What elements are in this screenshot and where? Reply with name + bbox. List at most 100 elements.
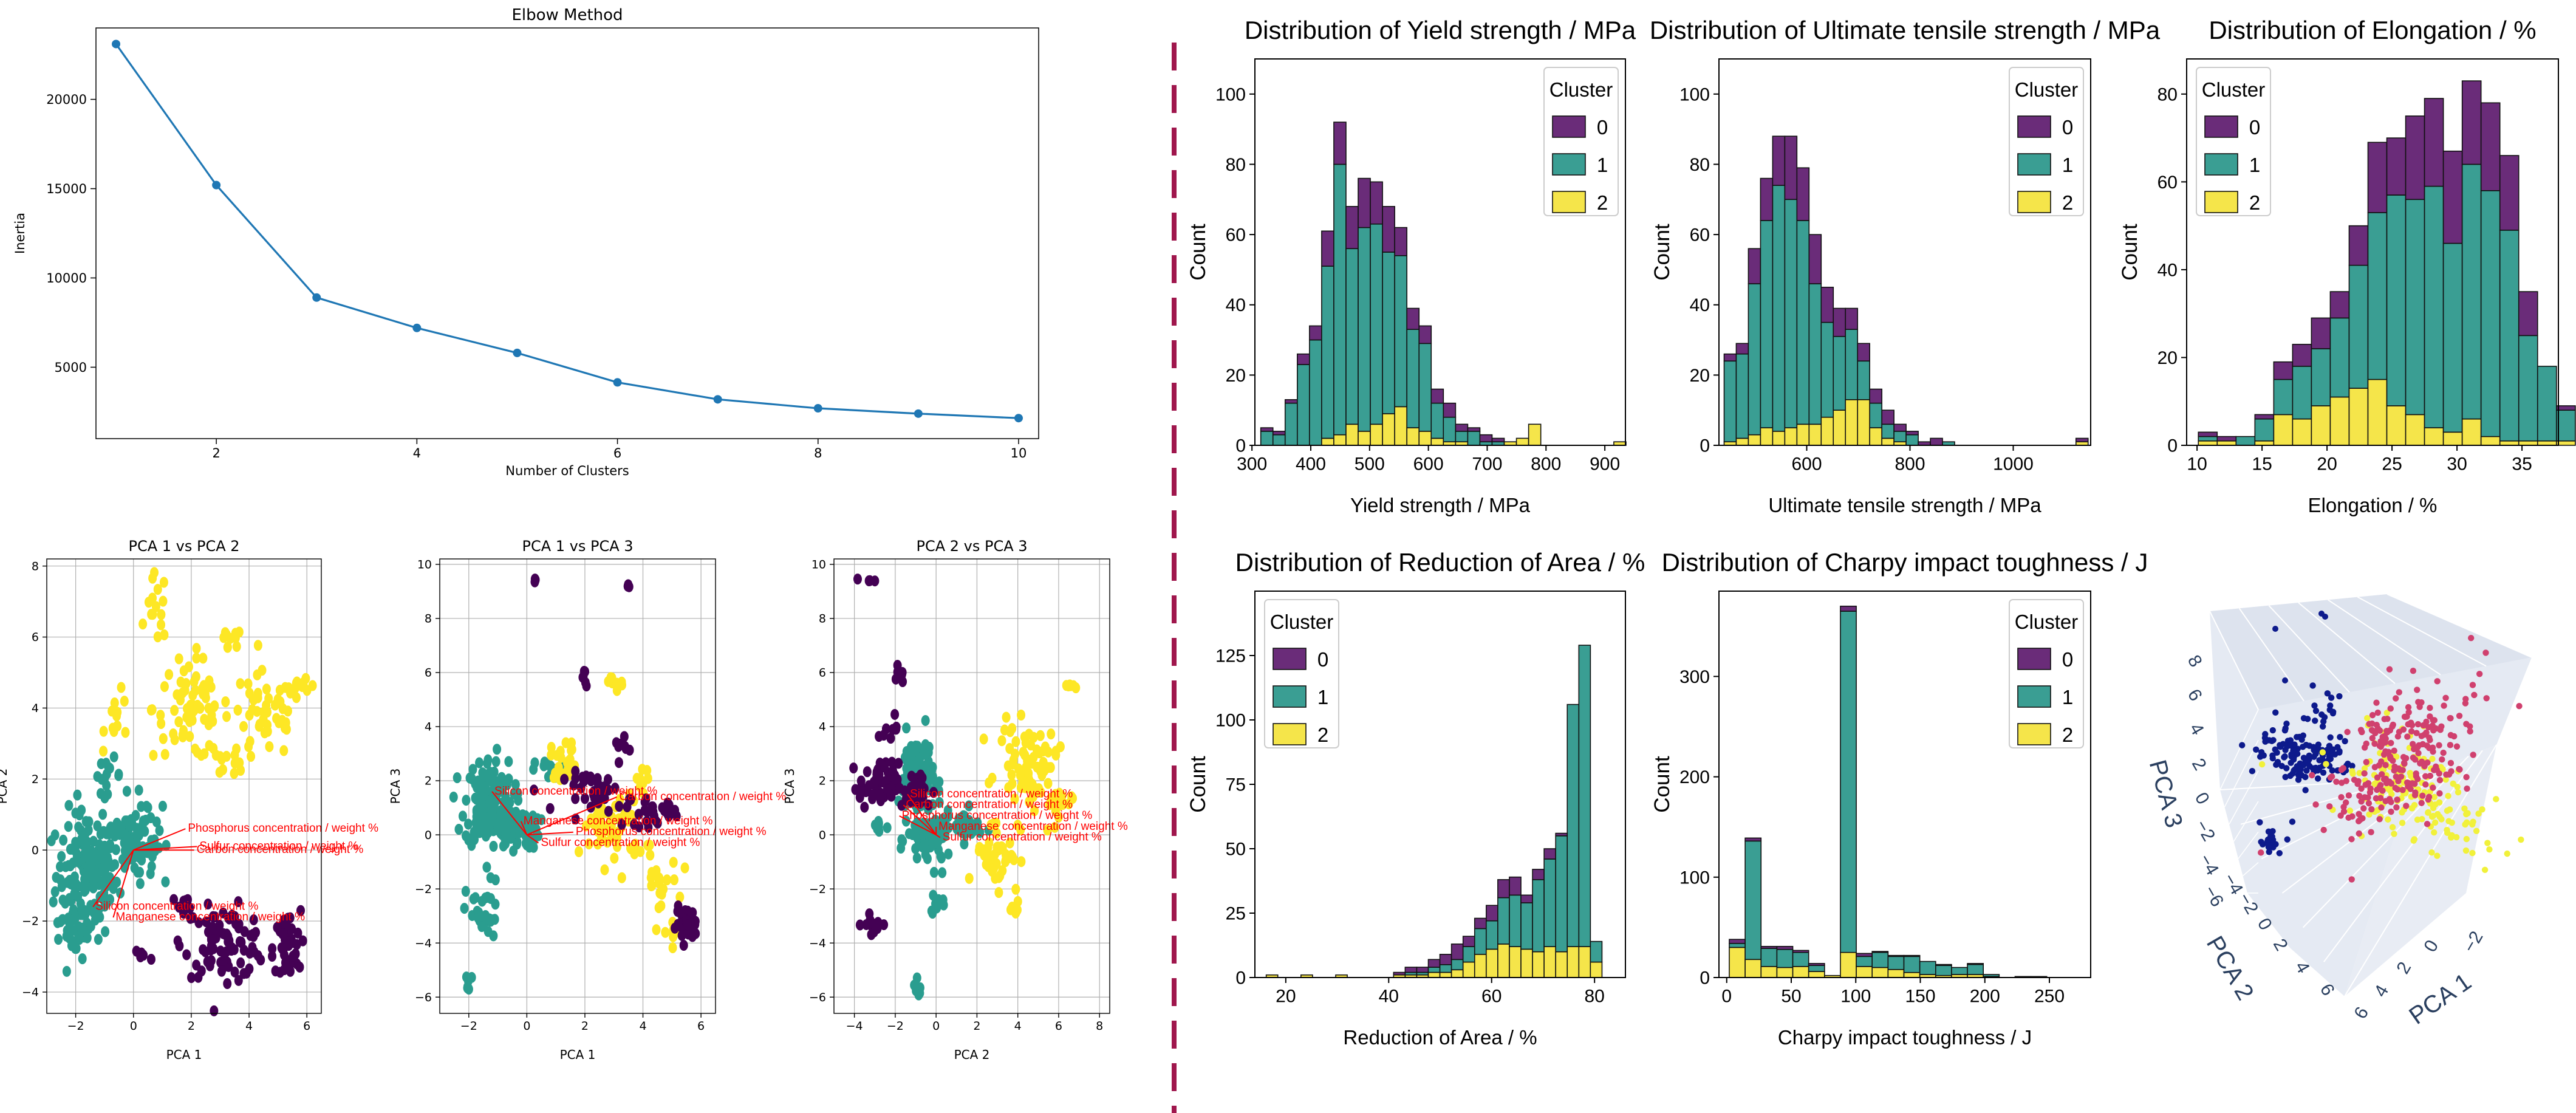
scatter-point xyxy=(490,781,499,793)
pca3d-point xyxy=(2336,749,2343,756)
legend: Cluster 0 1 2 xyxy=(1264,599,1339,748)
hist-bar-cluster-2 xyxy=(1450,969,1464,978)
hist-bar-cluster-0 xyxy=(2329,291,2350,319)
elbow-line xyxy=(115,43,1019,419)
scatter-point xyxy=(579,776,589,787)
pca12-chart: −2 0 2 4 6 −4 −2 0 2 4 6 8 Phosphorus concentration … xyxy=(0,538,378,1062)
scatter-point xyxy=(467,840,476,851)
scatter-point xyxy=(275,685,284,696)
legend-swatch xyxy=(2204,153,2238,176)
hist-bar-cluster-1 xyxy=(1566,704,1580,947)
scatter-point xyxy=(210,700,219,711)
pca3d-point xyxy=(2410,837,2417,844)
scatter-point xyxy=(173,935,182,947)
scatter-point xyxy=(290,950,299,962)
pca3d-point xyxy=(2288,753,2295,760)
scatter-point xyxy=(253,640,262,651)
elbow-title: Elbow Method xyxy=(511,6,623,24)
scatter-point xyxy=(676,907,685,919)
scatter-point xyxy=(109,751,118,762)
x-tick-label: 6 xyxy=(697,1019,705,1033)
hist-bar-cluster-0 xyxy=(1358,177,1371,228)
scatter-point xyxy=(230,749,239,761)
scatter-point xyxy=(247,751,256,762)
pca3d-gridline xyxy=(2344,744,2497,997)
scatter-point xyxy=(135,827,144,839)
scatter-point xyxy=(115,826,125,838)
x-tick-label: 0 xyxy=(932,1019,940,1033)
hist-bar-cluster-1 xyxy=(2442,242,2463,433)
loading-label: Phosphorus concentration / weight % xyxy=(188,822,378,835)
scatter-point xyxy=(135,878,145,889)
hist-bar-cluster-1 xyxy=(1760,220,1774,428)
hist-bar-cluster-1 xyxy=(1845,329,1859,400)
scatter-point xyxy=(132,945,141,957)
scatter-point xyxy=(549,772,558,784)
scatter-point xyxy=(928,908,937,919)
loading-arrow xyxy=(527,831,573,836)
scatter-point xyxy=(914,989,923,1001)
h_elong-title: Distribution of Elongation / % xyxy=(2209,16,2536,44)
scatter-point xyxy=(121,815,130,827)
legend: Cluster 0 1 2 xyxy=(2009,67,2084,216)
scatter-point xyxy=(268,950,277,962)
y-tick-label: −2 xyxy=(415,883,432,896)
scatter-point xyxy=(615,801,624,812)
x-tick-label: 30 xyxy=(2447,454,2467,474)
hist-bar-cluster-0 xyxy=(2292,343,2312,367)
hist-bar-cluster-0 xyxy=(1723,353,1737,362)
y-tick-label: 40 xyxy=(1226,295,1246,315)
scatter-point xyxy=(887,756,897,768)
hist-bar-cluster-2 xyxy=(1345,423,1359,446)
scatter-point xyxy=(911,843,920,854)
scatter-point xyxy=(683,919,692,931)
hist-bar-cluster-0 xyxy=(2518,291,2538,337)
scatter-point xyxy=(515,827,524,838)
y-tick-label: 10 xyxy=(417,558,432,572)
hist-bar-cluster-0 xyxy=(1845,307,1859,330)
y-tick-label: 2 xyxy=(32,773,39,786)
scatter-point xyxy=(170,705,179,716)
scatter-point xyxy=(547,742,556,753)
scatter-point xyxy=(293,927,302,939)
hist-bar-cluster-2 xyxy=(1394,406,1407,446)
hist-bar-cluster-2 xyxy=(2537,440,2557,446)
hist-bar-cluster-2 xyxy=(2555,440,2576,446)
scatter-point xyxy=(477,921,487,933)
y-tick-label: 15000 xyxy=(46,182,87,196)
pca3d-point xyxy=(2408,773,2414,779)
hist-bar-cluster-1 xyxy=(2537,366,2557,442)
pca3d-point xyxy=(2326,742,2333,750)
legend-title: Cluster xyxy=(2015,611,2079,633)
scatter-point xyxy=(580,793,589,804)
hist-bar-cluster-0 xyxy=(1857,343,1871,362)
scatter-point xyxy=(886,790,895,801)
pca3d-point xyxy=(2409,805,2416,812)
y-tick-label: 60 xyxy=(1690,225,1710,245)
scatter-point xyxy=(169,728,178,740)
scatter-point xyxy=(486,872,495,883)
hist-bar-cluster-1 xyxy=(1919,961,1936,975)
x-tick-label: 8 xyxy=(1096,1019,1103,1033)
pca3d-point xyxy=(2264,836,2272,843)
y-tick-label: 100 xyxy=(1215,711,1246,731)
scatter-point xyxy=(153,584,162,595)
scatter-point xyxy=(273,922,282,933)
x-tick-label: 4 xyxy=(639,1019,646,1033)
hist-bar-cluster-2 xyxy=(1462,961,1475,978)
pca3d-gridline xyxy=(2224,739,2259,807)
x-tick-label: 2 xyxy=(212,446,220,461)
loading-label: Sulfur concentration / weight % xyxy=(541,837,700,849)
pca3d-point xyxy=(2378,758,2385,765)
x-tick-label: 300 xyxy=(1237,454,1267,474)
x-tick-label: 2 xyxy=(188,1019,195,1033)
scatter-point xyxy=(236,678,245,690)
scatter-point xyxy=(860,801,869,813)
y-tick-label: 50 xyxy=(1226,840,1246,860)
scatter-point xyxy=(560,773,569,785)
pca3d-point xyxy=(2276,850,2283,857)
scatter-point xyxy=(911,741,920,752)
pca3d-point xyxy=(2464,785,2470,792)
hist-bar-cluster-0 xyxy=(1443,402,1457,418)
